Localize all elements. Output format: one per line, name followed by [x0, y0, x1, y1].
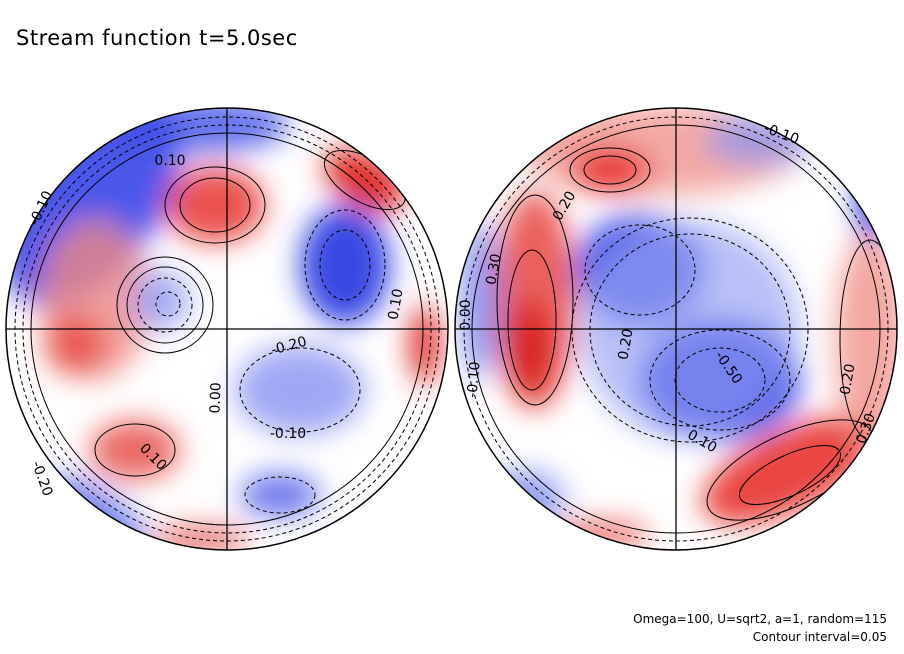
contour-line	[126, 266, 204, 344]
contour-label: -0.10	[270, 426, 306, 442]
contour-line	[584, 224, 696, 316]
contour-line	[649, 329, 791, 431]
contour-line	[94, 423, 176, 477]
figure-title: Stream function t=5.0sec	[16, 26, 298, 50]
contour-line	[164, 166, 266, 244]
footer-parameters: Omega=100, U=sqrt2, a=1, random=115	[633, 612, 887, 626]
contour-line	[244, 476, 316, 514]
contour-line	[179, 177, 251, 233]
footer-contour-interval: Contour interval=0.05	[752, 630, 887, 644]
contour-line	[589, 233, 791, 427]
contour-line	[239, 347, 361, 433]
contour-line	[507, 249, 557, 391]
hemisphere-outline	[5, 107, 449, 551]
negative-region	[235, 345, 365, 435]
contour-line	[569, 147, 651, 193]
contour-line	[583, 155, 637, 185]
positive-region	[550, 521, 650, 549]
contour-label: 0.10	[385, 288, 406, 321]
negative-region	[475, 470, 565, 530]
negative-region	[240, 473, 320, 517]
contour-line	[116, 256, 214, 354]
contour-label: -0.10	[464, 361, 483, 398]
negative-region	[130, 270, 190, 330]
hemisphere-outline	[454, 107, 898, 551]
positive-region	[702, 415, 878, 525]
contour-line	[571, 217, 809, 443]
contour-line	[738, 445, 842, 505]
positive-region	[508, 300, 552, 400]
positive-region	[90, 420, 180, 480]
contour-line	[674, 347, 766, 413]
positive-region	[410, 305, 440, 385]
hemisphere-right	[454, 107, 898, 551]
contour-label: -0.20	[28, 459, 55, 499]
positive-region	[45, 315, 105, 375]
contour-label: 0.20	[615, 328, 636, 361]
negative-region	[110, 108, 290, 153]
contour-line	[155, 291, 181, 317]
contour-line	[304, 209, 386, 321]
positive-region	[570, 148, 650, 192]
contour-line	[137, 277, 193, 333]
contour-line	[496, 194, 574, 406]
contour-label: 0.10	[154, 153, 185, 169]
contour-label: 0.20	[837, 363, 858, 396]
negative-region	[460, 220, 500, 380]
contour-line	[319, 229, 371, 301]
hemisphere-left	[5, 107, 449, 551]
contour-label: 0.30	[483, 253, 504, 286]
contour-label: 0.00	[458, 299, 474, 330]
negative-region	[580, 220, 800, 440]
contour-label: 0.00	[207, 382, 224, 414]
negative-region	[300, 205, 390, 325]
